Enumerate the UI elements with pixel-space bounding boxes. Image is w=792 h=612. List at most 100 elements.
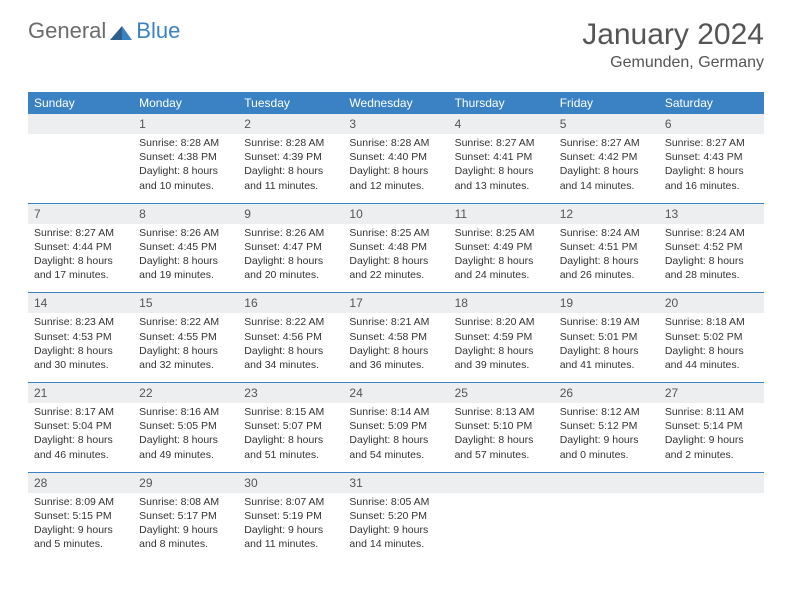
day-number-cell: 23 — [238, 383, 343, 404]
location-subtitle: Gemunden, Germany — [582, 54, 764, 72]
day-number-cell — [449, 472, 554, 493]
month-title: January 2024 — [582, 18, 764, 52]
day-detail-cell — [28, 134, 133, 203]
daylight-text: Daylight: 8 hours and 44 minutes. — [665, 344, 758, 372]
day-detail-cell: Sunrise: 8:15 AMSunset: 5:07 PMDaylight:… — [238, 403, 343, 472]
day-number-cell — [28, 114, 133, 134]
sunrise-text: Sunrise: 8:16 AM — [139, 405, 232, 419]
day-number-cell: 21 — [28, 383, 133, 404]
sunrise-text: Sunrise: 8:27 AM — [34, 226, 127, 240]
daylight-text: Daylight: 8 hours and 41 minutes. — [560, 344, 653, 372]
daylight-text: Daylight: 8 hours and 19 minutes. — [139, 254, 232, 282]
sunrise-text: Sunrise: 8:28 AM — [349, 136, 442, 150]
day-detail-cell: Sunrise: 8:28 AMSunset: 4:40 PMDaylight:… — [343, 134, 448, 203]
sunrise-text: Sunrise: 8:27 AM — [665, 136, 758, 150]
daylight-text: Daylight: 8 hours and 28 minutes. — [665, 254, 758, 282]
calendar-table: Sunday Monday Tuesday Wednesday Thursday… — [28, 92, 764, 561]
sunset-text: Sunset: 4:42 PM — [560, 150, 653, 164]
day-detail-cell: Sunrise: 8:12 AMSunset: 5:12 PMDaylight:… — [554, 403, 659, 472]
week-number-row: 14151617181920 — [28, 293, 764, 314]
daylight-text: Daylight: 9 hours and 2 minutes. — [665, 433, 758, 461]
daylight-text: Daylight: 8 hours and 11 minutes. — [244, 164, 337, 192]
day-number-cell: 8 — [133, 203, 238, 224]
dow-monday: Monday — [133, 92, 238, 114]
sunset-text: Sunset: 4:48 PM — [349, 240, 442, 254]
week-detail-row: Sunrise: 8:23 AMSunset: 4:53 PMDaylight:… — [28, 313, 764, 382]
sunset-text: Sunset: 4:53 PM — [34, 330, 127, 344]
sunset-text: Sunset: 4:58 PM — [349, 330, 442, 344]
day-number-cell: 29 — [133, 472, 238, 493]
brand-text-1: General — [28, 18, 106, 44]
sunrise-text: Sunrise: 8:26 AM — [139, 226, 232, 240]
week-detail-row: Sunrise: 8:27 AMSunset: 4:44 PMDaylight:… — [28, 224, 764, 293]
daylight-text: Daylight: 8 hours and 51 minutes. — [244, 433, 337, 461]
dow-wednesday: Wednesday — [343, 92, 448, 114]
sunrise-text: Sunrise: 8:22 AM — [139, 315, 232, 329]
daylight-text: Daylight: 8 hours and 24 minutes. — [455, 254, 548, 282]
sunset-text: Sunset: 5:14 PM — [665, 419, 758, 433]
week-number-row: 28293031 — [28, 472, 764, 493]
day-detail-cell: Sunrise: 8:27 AMSunset: 4:42 PMDaylight:… — [554, 134, 659, 203]
sunrise-text: Sunrise: 8:25 AM — [349, 226, 442, 240]
sunset-text: Sunset: 5:15 PM — [34, 509, 127, 523]
week-number-row: 21222324252627 — [28, 383, 764, 404]
day-detail-cell: Sunrise: 8:05 AMSunset: 5:20 PMDaylight:… — [343, 493, 448, 562]
daylight-text: Daylight: 9 hours and 14 minutes. — [349, 523, 442, 551]
day-detail-cell: Sunrise: 8:22 AMSunset: 4:55 PMDaylight:… — [133, 313, 238, 382]
sunset-text: Sunset: 5:12 PM — [560, 419, 653, 433]
sunset-text: Sunset: 4:56 PM — [244, 330, 337, 344]
daylight-text: Daylight: 8 hours and 13 minutes. — [455, 164, 548, 192]
week-detail-row: Sunrise: 8:17 AMSunset: 5:04 PMDaylight:… — [28, 403, 764, 472]
day-detail-cell: Sunrise: 8:18 AMSunset: 5:02 PMDaylight:… — [659, 313, 764, 382]
sunrise-text: Sunrise: 8:15 AM — [244, 405, 337, 419]
day-detail-cell: Sunrise: 8:27 AMSunset: 4:41 PMDaylight:… — [449, 134, 554, 203]
sunset-text: Sunset: 5:10 PM — [455, 419, 548, 433]
day-detail-cell: Sunrise: 8:28 AMSunset: 4:38 PMDaylight:… — [133, 134, 238, 203]
day-number-cell: 5 — [554, 114, 659, 134]
sunrise-text: Sunrise: 8:19 AM — [560, 315, 653, 329]
day-detail-cell: Sunrise: 8:13 AMSunset: 5:10 PMDaylight:… — [449, 403, 554, 472]
daylight-text: Daylight: 8 hours and 10 minutes. — [139, 164, 232, 192]
sunset-text: Sunset: 4:39 PM — [244, 150, 337, 164]
day-number-cell: 24 — [343, 383, 448, 404]
day-detail-cell: Sunrise: 8:26 AMSunset: 4:47 PMDaylight:… — [238, 224, 343, 293]
week-number-row: 78910111213 — [28, 203, 764, 224]
day-detail-cell: Sunrise: 8:11 AMSunset: 5:14 PMDaylight:… — [659, 403, 764, 472]
day-number-cell: 27 — [659, 383, 764, 404]
sunrise-text: Sunrise: 8:26 AM — [244, 226, 337, 240]
day-number-cell: 30 — [238, 472, 343, 493]
sunset-text: Sunset: 5:07 PM — [244, 419, 337, 433]
daylight-text: Daylight: 9 hours and 0 minutes. — [560, 433, 653, 461]
daylight-text: Daylight: 8 hours and 17 minutes. — [34, 254, 127, 282]
day-number-cell: 15 — [133, 293, 238, 314]
sunrise-text: Sunrise: 8:24 AM — [665, 226, 758, 240]
daylight-text: Daylight: 8 hours and 14 minutes. — [560, 164, 653, 192]
sunrise-text: Sunrise: 8:25 AM — [455, 226, 548, 240]
day-detail-cell: Sunrise: 8:27 AMSunset: 4:44 PMDaylight:… — [28, 224, 133, 293]
sunset-text: Sunset: 4:49 PM — [455, 240, 548, 254]
sunrise-text: Sunrise: 8:07 AM — [244, 495, 337, 509]
daylight-text: Daylight: 8 hours and 30 minutes. — [34, 344, 127, 372]
daylight-text: Daylight: 8 hours and 26 minutes. — [560, 254, 653, 282]
sunset-text: Sunset: 5:20 PM — [349, 509, 442, 523]
day-detail-cell: Sunrise: 8:07 AMSunset: 5:19 PMDaylight:… — [238, 493, 343, 562]
day-number-cell: 7 — [28, 203, 133, 224]
sunrise-text: Sunrise: 8:24 AM — [560, 226, 653, 240]
daylight-text: Daylight: 8 hours and 36 minutes. — [349, 344, 442, 372]
day-number-cell: 22 — [133, 383, 238, 404]
day-number-cell: 17 — [343, 293, 448, 314]
dow-saturday: Saturday — [659, 92, 764, 114]
sunset-text: Sunset: 4:47 PM — [244, 240, 337, 254]
day-detail-cell: Sunrise: 8:16 AMSunset: 5:05 PMDaylight:… — [133, 403, 238, 472]
sunrise-text: Sunrise: 8:28 AM — [139, 136, 232, 150]
day-number-cell: 19 — [554, 293, 659, 314]
daylight-text: Daylight: 8 hours and 57 minutes. — [455, 433, 548, 461]
sunset-text: Sunset: 5:04 PM — [34, 419, 127, 433]
day-detail-cell: Sunrise: 8:24 AMSunset: 4:51 PMDaylight:… — [554, 224, 659, 293]
sunset-text: Sunset: 4:44 PM — [34, 240, 127, 254]
day-number-cell: 31 — [343, 472, 448, 493]
brand-text-2: Blue — [136, 18, 180, 44]
sunrise-text: Sunrise: 8:20 AM — [455, 315, 548, 329]
brand-mark-icon — [110, 22, 132, 40]
sunrise-text: Sunrise: 8:27 AM — [455, 136, 548, 150]
